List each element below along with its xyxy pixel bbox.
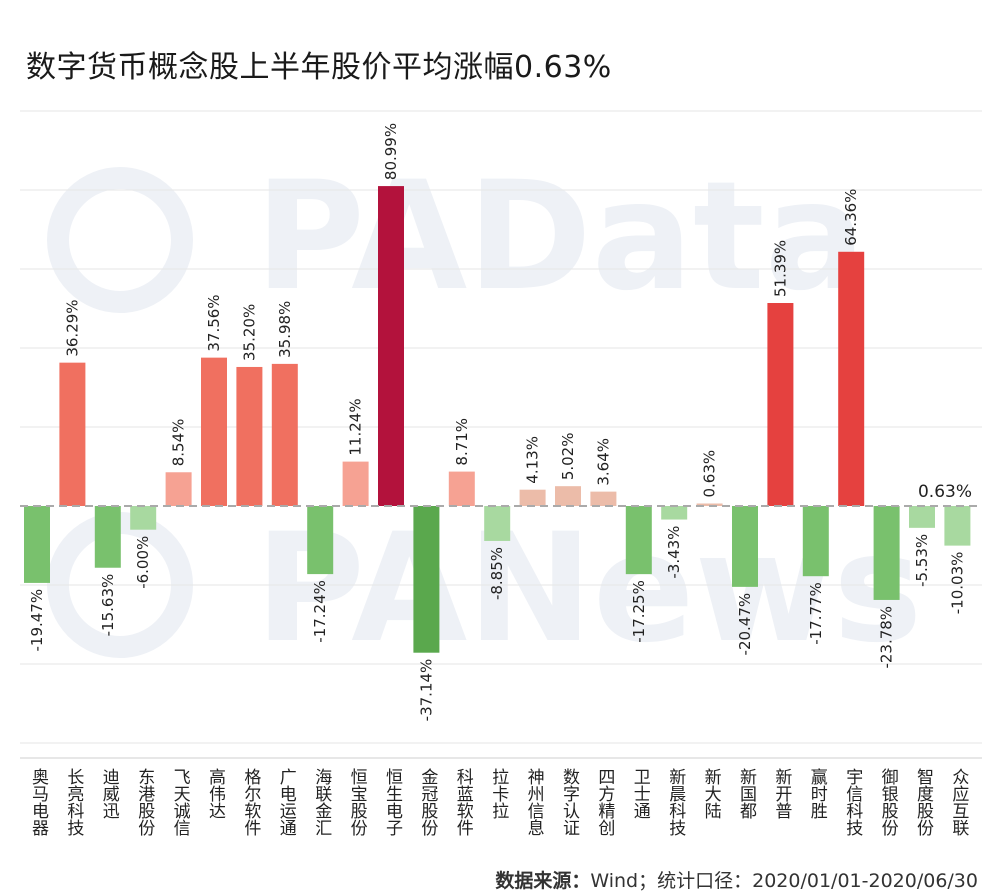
bar-拉卡拉 bbox=[484, 506, 511, 541]
value-label: 8.54% bbox=[170, 419, 188, 467]
average-label: 0.63% bbox=[918, 482, 972, 502]
category-label: 御银股份 bbox=[878, 768, 899, 837]
value-label: -5.53% bbox=[913, 534, 931, 587]
bar-宇信科技 bbox=[838, 251, 865, 506]
value-label: 0.63% bbox=[701, 450, 719, 498]
bar-新大陆 bbox=[696, 503, 723, 506]
value-label: 8.71% bbox=[453, 418, 471, 466]
bar-神州信息 bbox=[519, 489, 546, 506]
bar-金冠股份 bbox=[413, 506, 440, 653]
bar-格尔软件 bbox=[236, 366, 263, 506]
value-label: 11.24% bbox=[347, 398, 365, 455]
bar-恒宝股份 bbox=[342, 461, 369, 506]
category-label: 奥马电器 bbox=[28, 768, 49, 836]
value-label: -6.00% bbox=[134, 536, 152, 589]
category-label: 格尔软件 bbox=[240, 768, 261, 836]
category-label: 长亮科技 bbox=[63, 768, 84, 837]
value-label: -19.47% bbox=[28, 589, 46, 652]
bar-新晨科技 bbox=[661, 506, 688, 520]
bar-四方精创 bbox=[590, 491, 617, 506]
category-label: 新开普 bbox=[771, 768, 792, 819]
bar-赢时胜 bbox=[802, 506, 829, 577]
value-label: 5.02% bbox=[559, 433, 577, 481]
category-label: 金冠股份 bbox=[417, 768, 438, 837]
bar-卫士通 bbox=[625, 506, 652, 575]
value-label: 36.29% bbox=[63, 299, 81, 356]
bar-奥马电器 bbox=[24, 506, 50, 583]
bar-迪威迅 bbox=[94, 506, 121, 568]
value-label: -37.14% bbox=[417, 659, 435, 722]
value-label: 37.56% bbox=[205, 294, 223, 351]
value-label: 51.39% bbox=[771, 240, 789, 297]
data-source-note: 数据来源：Wind；统计口径：2020/01/01-2020/06/30 bbox=[495, 866, 978, 893]
bar-高伟达 bbox=[201, 357, 227, 506]
value-label: -23.78% bbox=[878, 606, 896, 669]
category-label: 赢时胜 bbox=[807, 768, 828, 819]
bar-长亮科技 bbox=[59, 362, 86, 506]
bar-科蓝软件 bbox=[448, 471, 475, 506]
category-label: 拉卡拉 bbox=[488, 768, 509, 820]
bar-御银股份 bbox=[873, 506, 900, 600]
chart-title: 数字货币概念股上半年股价平均涨幅0.63% bbox=[26, 50, 612, 86]
bar-东港股份 bbox=[130, 506, 157, 530]
bar-数字认证 bbox=[555, 486, 581, 506]
category-label: 海联金汇 bbox=[311, 768, 332, 836]
watermark-logo-icon bbox=[47, 167, 193, 313]
bar-新开普 bbox=[767, 303, 794, 506]
category-label: 恒生电子 bbox=[382, 768, 403, 836]
source-value: Wind；统计口径：2020/01/01-2020/06/30 bbox=[590, 870, 978, 892]
watermark-padata: PAData bbox=[255, 150, 866, 324]
bar-海联金汇 bbox=[307, 506, 334, 575]
category-label: 新晨科技 bbox=[665, 768, 686, 837]
value-label: 64.36% bbox=[842, 189, 860, 246]
category-label: 众应互联 bbox=[948, 768, 969, 836]
value-label: 4.13% bbox=[524, 436, 542, 484]
value-label: 35.20% bbox=[240, 304, 258, 361]
category-label: 飞天诚信 bbox=[170, 768, 191, 836]
category-label: 神州信息 bbox=[524, 768, 545, 836]
bar-飞天诚信 bbox=[165, 472, 192, 506]
category-label: 四方精创 bbox=[594, 768, 615, 837]
value-label: -15.63% bbox=[99, 574, 117, 637]
bar-智度股份 bbox=[909, 506, 935, 528]
bar-新国都 bbox=[732, 506, 758, 587]
bar-恒生电子 bbox=[378, 186, 404, 507]
category-label: 恒宝股份 bbox=[347, 768, 368, 837]
category-label: 东港股份 bbox=[134, 768, 155, 837]
bar-众应互联 bbox=[944, 506, 971, 546]
category-label: 高伟达 bbox=[205, 768, 226, 819]
value-label: 35.98% bbox=[276, 301, 294, 358]
source-label: 数据来源： bbox=[495, 870, 591, 892]
category-label: 宇信科技 bbox=[842, 768, 863, 837]
value-label: -10.03% bbox=[948, 552, 966, 615]
category-label: 数字认证 bbox=[559, 768, 580, 836]
value-label: -20.47% bbox=[736, 593, 754, 656]
value-label: -8.85% bbox=[488, 547, 506, 600]
category-label: 新国都 bbox=[736, 768, 757, 819]
value-label: -3.43% bbox=[665, 526, 683, 579]
bar-广电运通 bbox=[271, 363, 298, 506]
category-label: 广电运通 bbox=[276, 768, 297, 836]
category-label: 卫士通 bbox=[630, 768, 651, 819]
category-label: 智度股份 bbox=[913, 768, 934, 837]
value-label: -17.25% bbox=[630, 580, 648, 643]
value-label: 3.64% bbox=[594, 438, 612, 486]
value-label: 80.99% bbox=[382, 123, 400, 180]
category-label: 迪威迅 bbox=[99, 768, 120, 819]
category-label: 科蓝软件 bbox=[453, 768, 474, 836]
value-label: -17.24% bbox=[311, 580, 329, 643]
value-label: -17.77% bbox=[807, 582, 825, 645]
category-label: 新大陆 bbox=[701, 768, 722, 819]
